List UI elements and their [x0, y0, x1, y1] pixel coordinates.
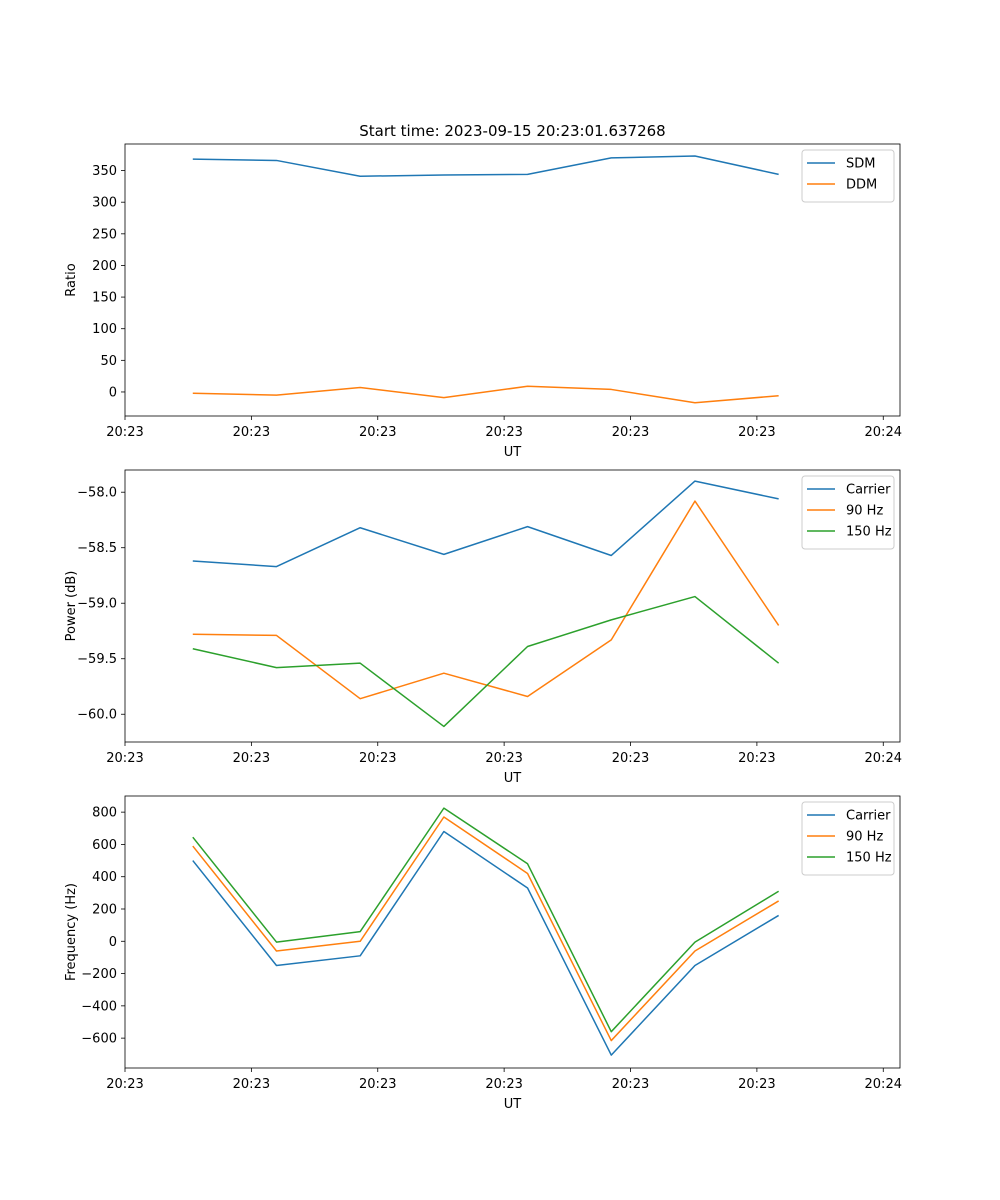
- y-tick-label: −200: [81, 967, 117, 982]
- x-tick-label: 20:23: [233, 751, 270, 766]
- y-axis-label: Frequency (Hz): [64, 883, 79, 981]
- legend-label: 150 Hz: [846, 525, 892, 540]
- x-tick-label: 20:23: [359, 1077, 396, 1092]
- axes-frame: [124, 795, 901, 1069]
- legend: Carrier 90 Hz 150 Hz: [801, 801, 895, 876]
- legend-label: Carrier: [846, 483, 891, 498]
- x-tick-label: 20:23: [359, 425, 396, 440]
- axes-frame: [124, 469, 901, 743]
- x-tick-label: 20:24: [865, 425, 902, 440]
- y-tick-label: 100: [92, 322, 117, 337]
- x-tick-label: 20:23: [106, 425, 143, 440]
- y-tick-label: 350: [92, 164, 117, 179]
- series-line-carrier: [192, 830, 780, 1056]
- legend-label: 90 Hz: [846, 504, 883, 519]
- y-tick-label: −60.0: [77, 708, 117, 723]
- x-tick-label: 20:23: [485, 751, 522, 766]
- y-tick-label: 600: [92, 838, 117, 853]
- x-tick-label: 20:23: [233, 1077, 270, 1092]
- legend-label: SDM: [846, 157, 875, 172]
- x-axis-label: UT: [504, 1097, 522, 1112]
- x-tick-label: 20:23: [612, 1077, 649, 1092]
- x-tick-label: 20:24: [865, 1077, 902, 1092]
- y-tick-label: 200: [92, 902, 117, 917]
- x-tick-label: 20:23: [359, 751, 396, 766]
- series-line-sdm: [192, 155, 779, 178]
- legend-label: DDM: [846, 178, 877, 193]
- x-axis-label: UT: [504, 771, 522, 786]
- x-axis-label: UT: [504, 445, 522, 460]
- chart-panel-1: 20:23 20:23 20:23 20:23 20:23 20:23 20:24 0 50 10…: [64, 143, 902, 460]
- y-tick-label: −600: [81, 1032, 117, 1047]
- series-line-150-hz: [192, 595, 780, 728]
- y-tick-label: −59.5: [77, 652, 117, 667]
- y-tick-label: 250: [92, 227, 117, 242]
- series-line-150-hz: [192, 807, 780, 1033]
- series-line-90-hz: [192, 816, 780, 1042]
- y-tick-label: 300: [92, 196, 117, 211]
- x-tick-label: 20:24: [865, 751, 902, 766]
- y-tick-label: 200: [92, 259, 117, 274]
- x-tick-label: 20:23: [612, 751, 649, 766]
- x-tick-label: 20:23: [233, 425, 270, 440]
- y-tick-label: −58.5: [77, 541, 117, 556]
- chart-title: Start time: 2023-09-15 20:23:01.637268: [359, 122, 665, 140]
- y-tick-label: 150: [92, 291, 117, 306]
- series-line-90-hz: [192, 500, 780, 700]
- axes-frame: [124, 143, 901, 417]
- series-line-ddm: [192, 385, 779, 404]
- legend: SDM DDM: [801, 149, 895, 203]
- y-tick-label: 0: [109, 385, 117, 400]
- x-tick-label: 20:23: [612, 425, 649, 440]
- y-tick-label: −59.0: [77, 597, 117, 612]
- x-tick-label: 20:23: [106, 751, 143, 766]
- legend-label: 150 Hz: [846, 851, 892, 866]
- y-tick-label: −400: [81, 999, 117, 1014]
- x-tick-label: 20:23: [738, 1077, 775, 1092]
- x-tick-label: 20:23: [485, 425, 522, 440]
- y-axis-label: Ratio: [64, 263, 79, 296]
- y-tick-label: 50: [100, 354, 117, 369]
- legend: Carrier 90 Hz 150 Hz: [801, 475, 895, 550]
- y-tick-label: −58.0: [77, 486, 117, 501]
- y-tick-label: 800: [92, 806, 117, 821]
- series-line-carrier: [192, 480, 779, 568]
- x-tick-label: 20:23: [106, 1077, 143, 1092]
- x-tick-label: 20:23: [738, 425, 775, 440]
- y-tick-label: 400: [92, 870, 117, 885]
- legend-label: Carrier: [846, 809, 891, 824]
- chart-panel-3: 20:23 20:23 20:23 20:23 20:23 20:23 20:24 −600 −…: [64, 795, 902, 1112]
- legend-label: 90 Hz: [846, 830, 883, 845]
- x-tick-label: 20:23: [485, 1077, 522, 1092]
- y-axis-label: Power (dB): [64, 571, 79, 642]
- chart-panel-2: 20:23 20:23 20:23 20:23 20:23 20:23 20:24 −60.0…: [64, 469, 902, 786]
- x-tick-label: 20:23: [738, 751, 775, 766]
- y-tick-label: 0: [109, 935, 117, 950]
